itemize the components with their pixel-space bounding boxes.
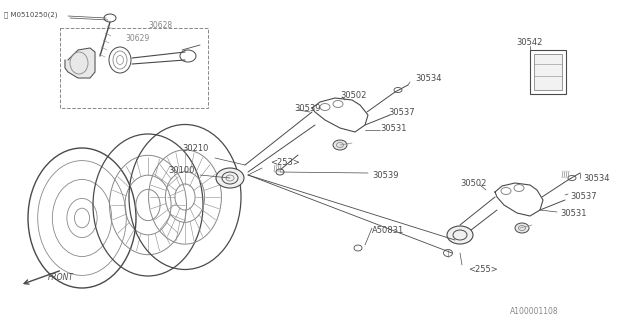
Ellipse shape (216, 168, 244, 188)
Text: 30542: 30542 (516, 37, 542, 46)
Text: 30539: 30539 (372, 171, 399, 180)
Text: 30629: 30629 (125, 34, 149, 43)
Text: 30628: 30628 (148, 20, 172, 29)
Bar (60, 28, 208, 108)
Text: 30534: 30534 (583, 173, 609, 182)
Text: ⒱ M0510250(2): ⒱ M0510250(2) (4, 12, 58, 18)
Text: <255>: <255> (468, 266, 498, 275)
Ellipse shape (515, 223, 529, 233)
Polygon shape (65, 48, 95, 78)
Text: 30100: 30100 (168, 165, 195, 174)
Text: 30539: 30539 (294, 103, 321, 113)
Text: 30531: 30531 (560, 209, 586, 218)
Text: 30210: 30210 (182, 143, 209, 153)
Bar (534, 54, 562, 90)
Bar (530, 50, 566, 94)
Ellipse shape (333, 140, 347, 150)
Text: <253>: <253> (270, 157, 300, 166)
Ellipse shape (447, 226, 473, 244)
Text: 30502: 30502 (340, 91, 366, 100)
Text: 30531: 30531 (380, 124, 406, 132)
Text: 30537: 30537 (570, 191, 596, 201)
Text: 30537: 30537 (388, 108, 415, 116)
Text: A100001108: A100001108 (510, 308, 559, 316)
Text: 30534: 30534 (415, 74, 442, 83)
Text: FRONT: FRONT (48, 274, 74, 283)
Text: A50831: A50831 (372, 226, 404, 235)
Text: 30502: 30502 (460, 179, 486, 188)
